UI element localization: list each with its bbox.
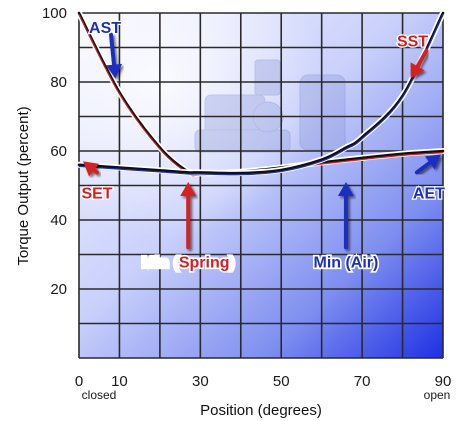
y-tick-label: 20 [50,281,67,298]
annotation-arrow [106,32,122,79]
curve-label-aet: AET [413,185,445,202]
y-tick-label: 100 [42,5,67,22]
y-tick-label: 60 [50,143,67,160]
air-curve-tint [78,14,444,176]
arrow-head [180,182,197,197]
min-label-part: Min (Air) [313,254,378,271]
curve-label-ast: AST [89,20,121,37]
x-tick-label: 0 [75,373,83,390]
y-tick-label: 80 [50,74,67,91]
actuator-watermark [194,59,346,153]
arrow-shaft [415,48,429,69]
curve-label-set: SET [81,185,112,202]
min-label-part: Spring [179,254,230,271]
x-tick-label: 30 [192,373,209,390]
annotation-arrow [337,182,354,250]
arrow-head [410,62,425,79]
x-tick-label: 90 [435,373,452,390]
y-axis-title: Torque Output (percent) [15,106,32,265]
air-curve [77,11,445,175]
min-label-part: ) [230,254,235,271]
x-tick-label: 50 [273,373,290,390]
annotation-arrow [414,154,441,175]
arrow-shaft [92,168,99,175]
curve-label-sst: SST [397,34,428,51]
annotation-arrow [180,182,197,250]
arrow-head [424,154,441,170]
min-label: Min (Spring) [142,254,235,271]
arrow-shaft [109,32,117,67]
x-tick-label: 10 [111,373,128,390]
arrow-head [83,161,99,177]
x-tick-sublabel: closed [82,388,117,402]
min-label: Min (Air) [313,254,378,271]
x-tick-sublabel: open [424,388,451,402]
x-axis-title: Position (degrees) [200,402,322,419]
min-label-part: Min ( [142,254,180,271]
arrow-head [337,182,354,197]
y-tick-label: 40 [50,212,67,229]
annotation-arrow [410,48,429,79]
annotations: AST SST SET AET Min (Spring) Min (Air) [80,19,446,273]
axis-ticks: 20 40 60 80 100 0 10 30 50 70 90 closed open [42,5,451,402]
arrow-shaft [414,160,432,175]
annotation-arrow [83,161,99,177]
arrow-head [106,63,122,79]
x-tick-label: 70 [354,373,371,390]
curves [76,10,446,178]
